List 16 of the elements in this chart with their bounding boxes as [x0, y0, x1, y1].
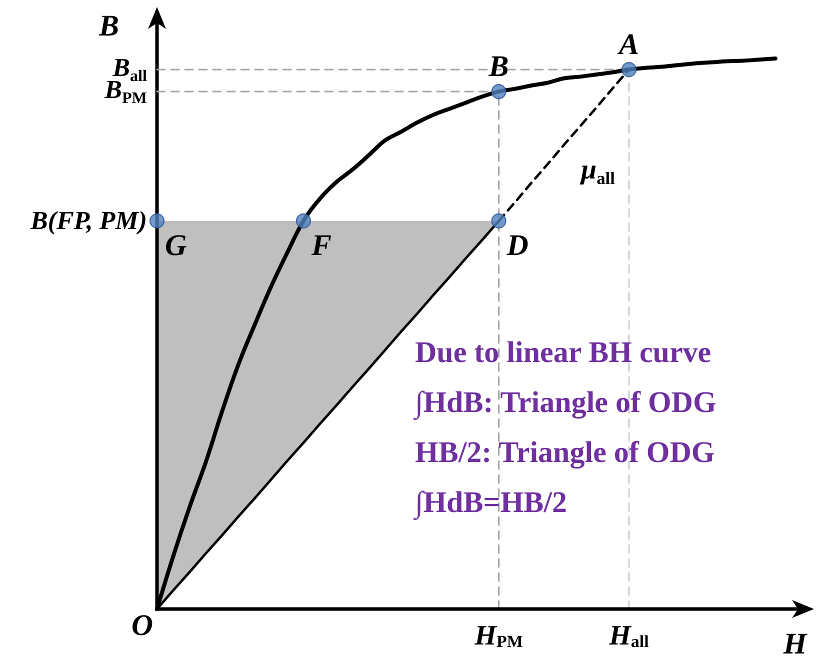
- annotation: ∫HdB: Triangle of ODG: [415, 385, 716, 422]
- annotation: F: [311, 228, 332, 262]
- annotation: G: [165, 228, 187, 262]
- annotation: B: [488, 50, 509, 83]
- annotation: ∫HdB=HB/2: [415, 485, 568, 522]
- text: O: [131, 609, 153, 642]
- text: B(FP, PM): [30, 206, 147, 235]
- annotation: HB/2: Triangle of ODG: [415, 435, 716, 471]
- x-tick-label: Hall: [608, 620, 650, 652]
- x-tick-label: HPM: [474, 620, 523, 652]
- annotation: μ$_{all}$: [581, 154, 615, 188]
- annotation: D: [506, 228, 528, 262]
- annotation: Due to linear BH curve: [415, 335, 712, 371]
- annotation: A: [618, 28, 639, 61]
- x-axis-title: H: [782, 628, 808, 660]
- y-axis-title: B: [98, 10, 119, 42]
